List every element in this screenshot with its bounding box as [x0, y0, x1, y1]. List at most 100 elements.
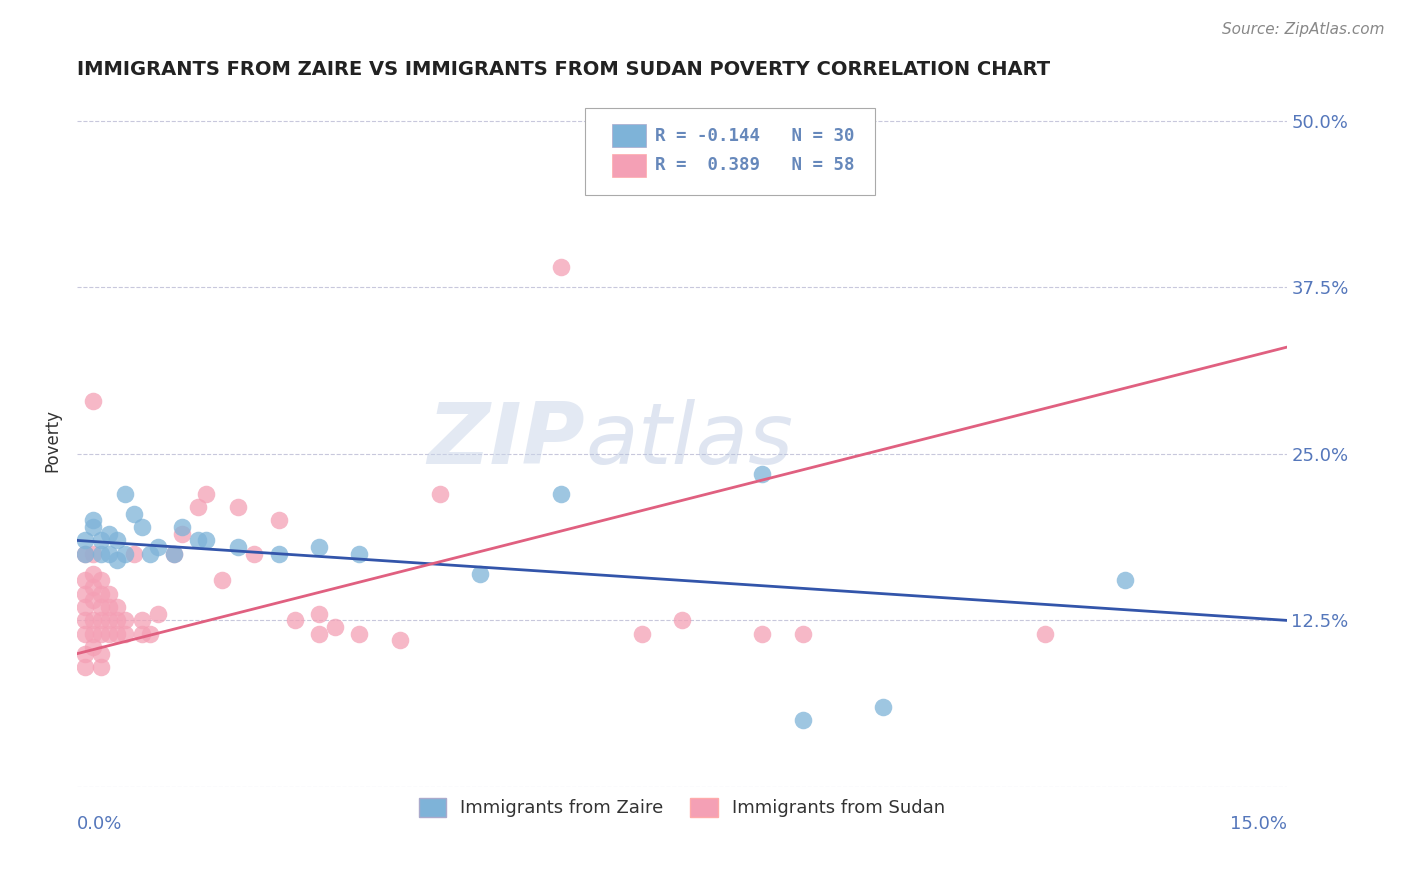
Point	[228, 540, 250, 554]
Point	[792, 714, 814, 728]
Point	[82, 593, 104, 607]
Point	[187, 500, 209, 515]
Point	[138, 626, 160, 640]
Point	[187, 533, 209, 548]
Text: R =  0.389   N = 58: R = 0.389 N = 58	[655, 156, 855, 175]
FancyBboxPatch shape	[585, 108, 876, 194]
Point	[163, 547, 186, 561]
Point	[107, 553, 129, 567]
Text: Source: ZipAtlas.com: Source: ZipAtlas.com	[1222, 22, 1385, 37]
Point	[138, 547, 160, 561]
FancyBboxPatch shape	[612, 124, 645, 147]
Point	[630, 626, 652, 640]
Point	[75, 613, 97, 627]
Point	[550, 260, 572, 275]
Point	[1114, 574, 1136, 588]
Text: 15.0%: 15.0%	[1230, 814, 1286, 832]
Y-axis label: Poverty: Poverty	[44, 409, 60, 472]
Point	[75, 660, 97, 674]
Point	[75, 647, 97, 661]
Point	[671, 613, 693, 627]
Point	[195, 533, 218, 548]
Point	[228, 500, 250, 515]
Point	[90, 574, 112, 588]
Point	[90, 660, 112, 674]
Point	[90, 626, 112, 640]
Point	[107, 533, 129, 548]
Point	[170, 520, 193, 534]
Point	[308, 607, 330, 621]
Point	[82, 626, 104, 640]
Point	[308, 540, 330, 554]
Point	[349, 547, 371, 561]
Point	[82, 520, 104, 534]
Point	[90, 600, 112, 615]
Point	[195, 487, 218, 501]
Text: ZIP: ZIP	[427, 399, 585, 482]
Point	[82, 640, 104, 654]
Point	[170, 526, 193, 541]
Point	[90, 547, 112, 561]
Point	[122, 507, 145, 521]
Point	[429, 487, 451, 501]
Point	[107, 613, 129, 627]
Point	[98, 547, 121, 561]
Point	[284, 613, 307, 627]
FancyBboxPatch shape	[612, 153, 645, 178]
Point	[82, 547, 104, 561]
Point	[90, 613, 112, 627]
Point	[75, 600, 97, 615]
Point	[114, 547, 136, 561]
Point	[98, 587, 121, 601]
Point	[388, 633, 411, 648]
Point	[146, 607, 169, 621]
Point	[90, 587, 112, 601]
Point	[122, 547, 145, 561]
Point	[550, 487, 572, 501]
Point	[114, 487, 136, 501]
Point	[751, 626, 773, 640]
Point	[470, 566, 492, 581]
Point	[90, 647, 112, 661]
Legend: Immigrants from Zaire, Immigrants from Sudan: Immigrants from Zaire, Immigrants from S…	[409, 789, 955, 826]
Point	[82, 580, 104, 594]
Point	[82, 393, 104, 408]
Point	[82, 513, 104, 527]
Point	[308, 626, 330, 640]
Point	[131, 520, 153, 534]
Point	[98, 626, 121, 640]
Point	[75, 626, 97, 640]
Point	[75, 533, 97, 548]
Point	[75, 574, 97, 588]
Point	[792, 626, 814, 640]
Point	[90, 533, 112, 548]
Point	[98, 526, 121, 541]
Point	[146, 540, 169, 554]
Point	[107, 626, 129, 640]
Text: 0.0%: 0.0%	[77, 814, 122, 832]
Point	[323, 620, 346, 634]
Point	[243, 547, 266, 561]
Point	[114, 626, 136, 640]
Text: IMMIGRANTS FROM ZAIRE VS IMMIGRANTS FROM SUDAN POVERTY CORRELATION CHART: IMMIGRANTS FROM ZAIRE VS IMMIGRANTS FROM…	[77, 60, 1050, 78]
Point	[131, 613, 153, 627]
Point	[211, 574, 233, 588]
Point	[75, 547, 97, 561]
Point	[75, 587, 97, 601]
Point	[267, 547, 290, 561]
Point	[267, 513, 290, 527]
Point	[107, 600, 129, 615]
Point	[114, 613, 136, 627]
Point	[131, 626, 153, 640]
Point	[75, 547, 97, 561]
Point	[1033, 626, 1056, 640]
Point	[98, 613, 121, 627]
Point	[163, 547, 186, 561]
Point	[98, 600, 121, 615]
Point	[82, 613, 104, 627]
Point	[82, 566, 104, 581]
Text: atlas: atlas	[585, 399, 793, 482]
Text: R = -0.144   N = 30: R = -0.144 N = 30	[655, 127, 855, 145]
Point	[751, 467, 773, 481]
Point	[349, 626, 371, 640]
